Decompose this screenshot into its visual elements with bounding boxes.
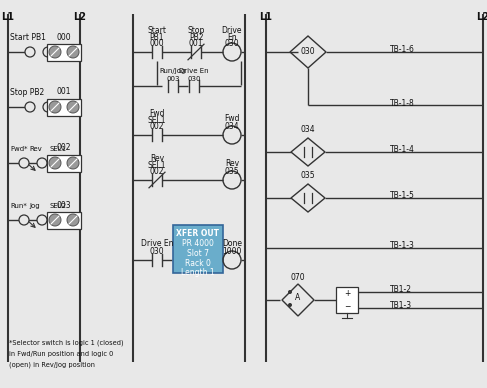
Text: 002: 002 <box>150 122 164 131</box>
Text: 030: 030 <box>300 47 315 57</box>
Text: 034: 034 <box>300 125 315 134</box>
Circle shape <box>67 157 79 169</box>
Text: Drive En: Drive En <box>179 68 209 74</box>
Circle shape <box>37 215 47 225</box>
Circle shape <box>49 157 61 169</box>
Text: TB-1-6: TB-1-6 <box>390 45 415 54</box>
Text: TB-1-8: TB-1-8 <box>390 99 415 107</box>
Text: L2: L2 <box>74 12 87 22</box>
Text: −: − <box>344 302 350 311</box>
Text: 035: 035 <box>300 171 315 180</box>
Text: Slot 7: Slot 7 <box>187 249 209 258</box>
Text: Drive: Drive <box>222 26 242 35</box>
Bar <box>47 43 81 61</box>
Circle shape <box>43 102 53 112</box>
Text: Rev: Rev <box>225 159 239 168</box>
Text: Rev: Rev <box>29 146 42 152</box>
Circle shape <box>67 46 79 58</box>
Bar <box>47 99 81 116</box>
Circle shape <box>37 158 47 168</box>
Text: 1000: 1000 <box>222 247 242 256</box>
Bar <box>173 225 223 273</box>
Text: Fwd*: Fwd* <box>10 146 27 152</box>
Circle shape <box>67 101 79 113</box>
Text: PB2: PB2 <box>189 33 203 42</box>
Text: 030: 030 <box>187 76 201 82</box>
Text: TB-1-3: TB-1-3 <box>390 241 415 251</box>
Text: SEL1: SEL1 <box>148 161 166 170</box>
Text: 035: 035 <box>225 167 239 176</box>
Circle shape <box>49 46 61 58</box>
Text: TB-1-5: TB-1-5 <box>390 192 415 201</box>
Text: PR 4000: PR 4000 <box>182 239 214 248</box>
Text: Length 1: Length 1 <box>181 268 215 277</box>
Text: 000: 000 <box>150 39 164 48</box>
Text: Fwd: Fwd <box>224 114 240 123</box>
Text: 003: 003 <box>56 201 71 210</box>
Text: SEL1: SEL1 <box>50 146 67 152</box>
Text: 000: 000 <box>56 33 71 42</box>
Text: Drive En: Drive En <box>141 239 173 248</box>
Text: Rack 0: Rack 0 <box>185 259 211 268</box>
Text: TB-1-4: TB-1-4 <box>390 146 415 154</box>
Text: 034: 034 <box>225 122 239 131</box>
Text: TB1-3: TB1-3 <box>390 301 412 310</box>
Circle shape <box>288 290 292 294</box>
Text: 001: 001 <box>57 88 71 97</box>
Bar <box>336 287 358 313</box>
Text: L1: L1 <box>1 12 15 22</box>
Text: Run/Jog: Run/Jog <box>160 68 186 74</box>
Text: 003: 003 <box>166 76 180 82</box>
Circle shape <box>25 47 35 57</box>
Text: (open) in Rev/Jog position: (open) in Rev/Jog position <box>9 361 95 367</box>
Text: En: En <box>227 33 237 42</box>
Bar <box>47 154 81 171</box>
Circle shape <box>49 214 61 226</box>
Text: Jog: Jog <box>29 203 39 209</box>
Text: Start: Start <box>148 26 167 35</box>
Text: TB1-2: TB1-2 <box>390 286 412 294</box>
Text: Stop PB2: Stop PB2 <box>10 88 44 97</box>
Text: 002: 002 <box>57 144 71 152</box>
Text: XFER OUT: XFER OUT <box>176 229 220 238</box>
Text: *Selector switch is logic 1 (closed): *Selector switch is logic 1 (closed) <box>9 340 124 346</box>
Circle shape <box>19 158 29 168</box>
Text: 001: 001 <box>189 39 203 48</box>
Circle shape <box>19 215 29 225</box>
Text: 030: 030 <box>150 247 164 256</box>
Text: in Fwd/Run position and logic 0: in Fwd/Run position and logic 0 <box>9 351 113 357</box>
Circle shape <box>25 102 35 112</box>
Circle shape <box>288 303 292 307</box>
Text: Rev: Rev <box>150 154 164 163</box>
Text: SEL1: SEL1 <box>148 116 166 125</box>
Text: 030: 030 <box>225 39 239 48</box>
Text: PB1: PB1 <box>150 33 164 42</box>
Circle shape <box>67 214 79 226</box>
Bar <box>47 211 81 229</box>
Text: Fwd: Fwd <box>149 109 165 118</box>
Text: L2: L2 <box>476 12 487 22</box>
Circle shape <box>43 47 53 57</box>
Text: SEL2: SEL2 <box>50 203 67 209</box>
Text: 002: 002 <box>150 167 164 176</box>
Text: +: + <box>344 289 350 298</box>
Text: Run*: Run* <box>10 203 27 209</box>
Text: Done: Done <box>222 239 242 248</box>
Circle shape <box>49 101 61 113</box>
Text: Stop: Stop <box>187 26 205 35</box>
Text: L1: L1 <box>260 12 273 22</box>
Text: 070: 070 <box>291 273 305 282</box>
Text: A: A <box>296 293 300 303</box>
Text: Start PB1: Start PB1 <box>10 33 46 42</box>
